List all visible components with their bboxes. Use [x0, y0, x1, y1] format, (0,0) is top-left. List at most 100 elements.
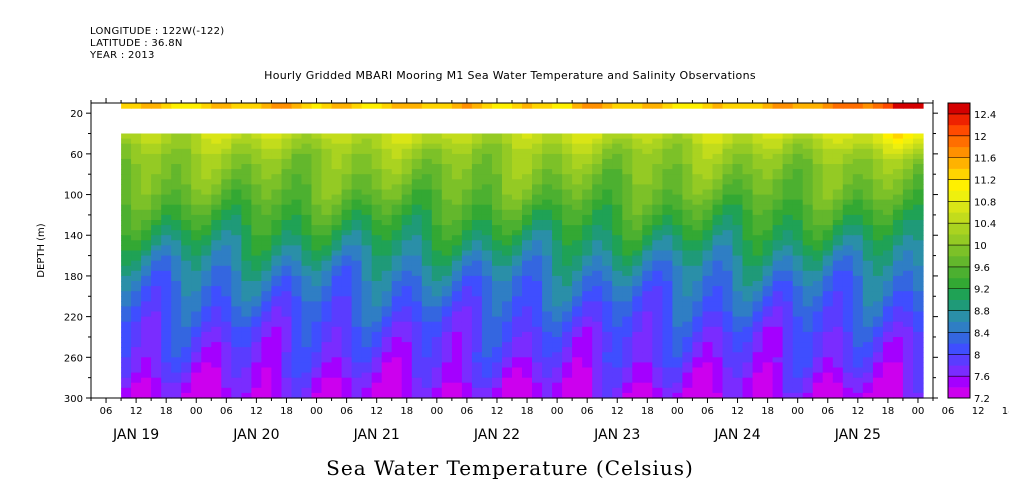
- heatmap-cell: [822, 357, 834, 363]
- heatmap-cell: [502, 326, 513, 333]
- heatmap-cell: [652, 179, 663, 185]
- heatmap-cell: [882, 275, 894, 282]
- heatmap-cell: [652, 164, 663, 170]
- heatmap-cell: [431, 265, 443, 272]
- heatmap-cell: [171, 158, 182, 165]
- heatmap-cell: [762, 103, 774, 109]
- heatmap-cell: [682, 184, 693, 191]
- heatmap-cell: [542, 174, 553, 180]
- heatmap-cell: [642, 260, 653, 267]
- heatmap-cell: [852, 316, 864, 323]
- heatmap-cell: [492, 275, 503, 282]
- heatmap-cell: [782, 387, 794, 394]
- heatmap-cell: [542, 209, 553, 216]
- heatmap-cell: [762, 362, 774, 369]
- heatmap-cell: [772, 260, 784, 267]
- heatmap-cell: [191, 230, 202, 236]
- heatmap-cell: [582, 275, 593, 282]
- heatmap-cell: [191, 321, 202, 328]
- heatmap-cell: [542, 184, 553, 191]
- heatmap-cell: [662, 194, 673, 201]
- heatmap-cell: [552, 367, 563, 374]
- heatmap-cell: [712, 230, 724, 236]
- heatmap-cell: [742, 174, 754, 180]
- heatmap-cell: [301, 392, 313, 399]
- heatmap-cell: [211, 331, 222, 338]
- heatmap-cell: [502, 230, 513, 236]
- heatmap-cell: [431, 133, 443, 140]
- heatmap-cell: [281, 270, 293, 277]
- heatmap-cell: [401, 281, 413, 287]
- heatmap-cell: [913, 235, 924, 241]
- heatmap-cell: [251, 265, 262, 272]
- heatmap-cell: [492, 184, 503, 191]
- heatmap-cell: [512, 189, 523, 196]
- heatmap-cell: [552, 199, 563, 206]
- heatmap-cell: [532, 387, 543, 394]
- heatmap-cell: [532, 392, 543, 399]
- heatmap-cell: [421, 362, 433, 369]
- heatmap-cell: [752, 148, 764, 155]
- heatmap-cell: [361, 270, 373, 277]
- heatmap-cell: [672, 316, 683, 323]
- heatmap-cell: [662, 296, 673, 302]
- heatmap-cell: [772, 255, 784, 262]
- heatmap-cell: [181, 342, 192, 348]
- heatmap-cell: [682, 164, 693, 170]
- heatmap-cell: [852, 281, 864, 287]
- heatmap-cell: [301, 296, 313, 302]
- heatmap-cell: [602, 387, 613, 394]
- heatmap-cell: [201, 204, 212, 211]
- heatmap-cell: [882, 209, 894, 216]
- heatmap-cell: [421, 275, 433, 282]
- heatmap-cell: [722, 225, 734, 231]
- heatmap-cell: [802, 301, 814, 308]
- heatmap-cell: [862, 357, 874, 363]
- heatmap-cell: [481, 164, 493, 170]
- heatmap-cell: [201, 382, 212, 389]
- heatmap-cell: [341, 194, 353, 201]
- heatmap-cell: [782, 306, 794, 313]
- heatmap-cell: [862, 281, 874, 287]
- heatmap-cell: [512, 133, 523, 140]
- heatmap-cell: [401, 377, 413, 384]
- heatmap-cell: [512, 214, 523, 221]
- heatmap-cell: [832, 372, 844, 379]
- heatmap-cell: [211, 225, 222, 231]
- heatmap-cell: [502, 291, 513, 297]
- heatmap-cell: [572, 367, 583, 374]
- heatmap-cell: [421, 270, 433, 277]
- heatmap-cell: [612, 209, 623, 216]
- heatmap-cell: [271, 158, 282, 165]
- heatmap-cell: [742, 367, 754, 374]
- heatmap-cell: [842, 204, 854, 211]
- heatmap-cell: [552, 235, 563, 241]
- heatmap-cell: [762, 148, 774, 155]
- heatmap-cell: [542, 260, 553, 267]
- heatmap-cell: [421, 321, 433, 328]
- heatmap-cell: [512, 291, 523, 297]
- heatmap-cell: [351, 326, 363, 333]
- heatmap-cell: [672, 291, 683, 297]
- heatmap-cell: [512, 296, 523, 302]
- heatmap-cell: [231, 174, 242, 180]
- heatmap-cell: [331, 372, 343, 379]
- heatmap-cell: [732, 148, 744, 155]
- heatmap-cell: [321, 377, 333, 384]
- heatmap-cell: [471, 347, 483, 353]
- heatmap-cell: [832, 138, 844, 145]
- heatmap-cell: [391, 184, 403, 191]
- heatmap-cell: [281, 204, 293, 211]
- heatmap-cell: [692, 209, 703, 216]
- colorbar-swatch: [948, 113, 970, 126]
- heatmap-cell: [251, 326, 262, 333]
- heatmap-cell: [772, 372, 784, 379]
- heatmap-cell: [281, 382, 293, 389]
- heatmap-cell: [261, 260, 272, 267]
- heatmap-cell: [622, 209, 633, 216]
- heatmap-cell: [261, 194, 272, 201]
- heatmap-cell: [461, 158, 473, 165]
- heatmap-cell: [532, 153, 543, 160]
- heatmap-cell: [832, 204, 844, 211]
- heatmap-cell: [802, 331, 814, 338]
